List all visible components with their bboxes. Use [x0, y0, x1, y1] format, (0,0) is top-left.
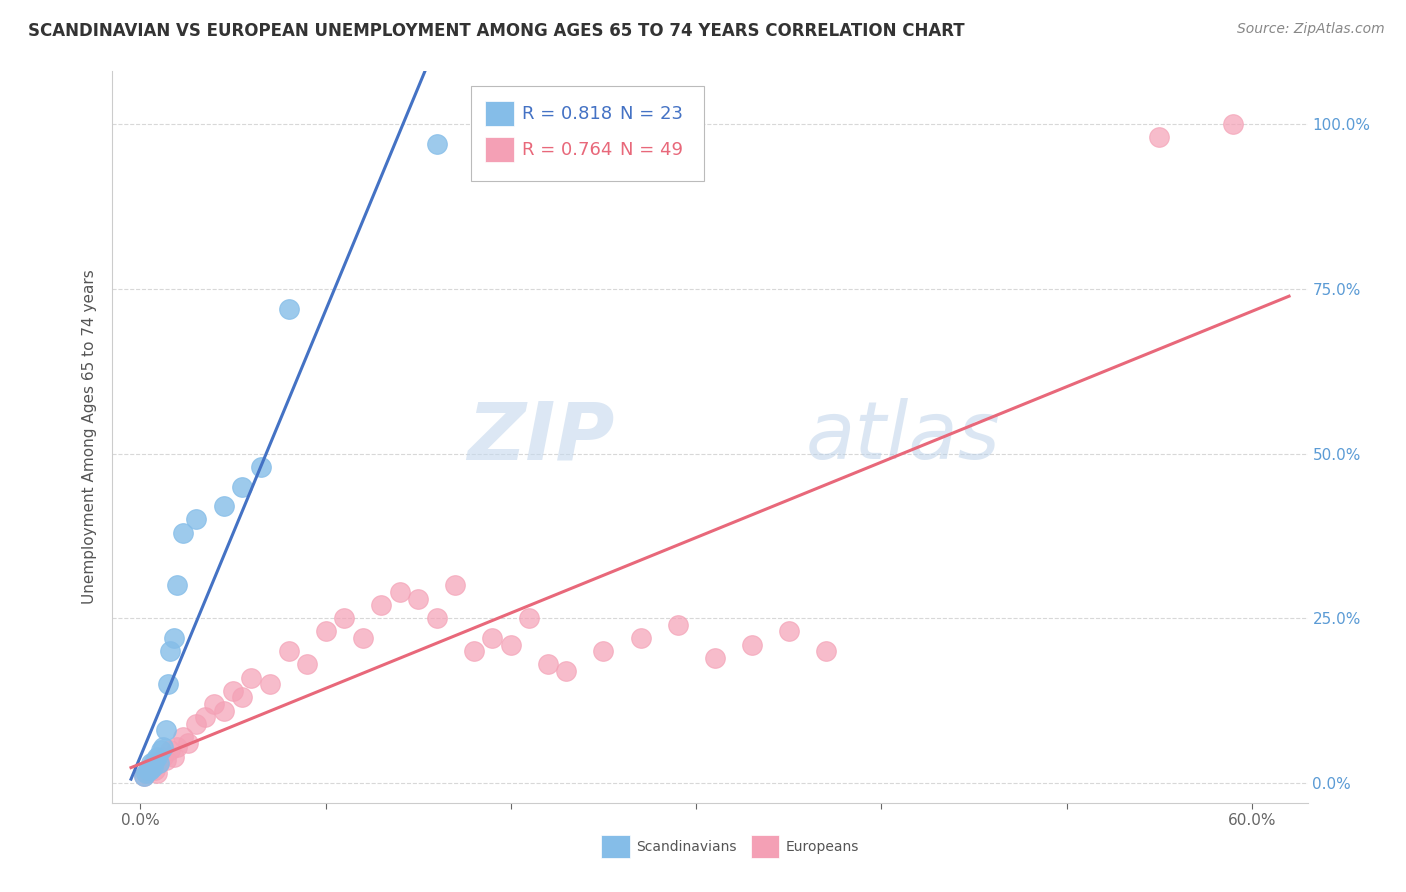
Point — [138, 763, 160, 777]
Point — [146, 766, 169, 780]
FancyBboxPatch shape — [751, 835, 779, 858]
Text: ZIP: ZIP — [467, 398, 614, 476]
Point — [555, 664, 578, 678]
Point — [388, 585, 411, 599]
Point — [212, 500, 235, 514]
Point — [143, 763, 166, 777]
Point — [315, 624, 337, 639]
Point — [222, 683, 245, 698]
Point — [1222, 117, 1244, 131]
Point — [295, 657, 318, 672]
Point — [592, 644, 614, 658]
Point — [778, 624, 800, 639]
Point — [231, 690, 253, 705]
Point — [136, 763, 159, 777]
Point — [155, 753, 177, 767]
Point — [370, 598, 392, 612]
Point — [202, 697, 225, 711]
Point — [703, 650, 725, 665]
Point — [138, 763, 160, 777]
Point — [184, 716, 207, 731]
Point — [166, 578, 188, 592]
Y-axis label: Unemployment Among Ages 65 to 74 years: Unemployment Among Ages 65 to 74 years — [82, 269, 97, 605]
Point — [352, 631, 374, 645]
Point — [277, 301, 299, 316]
Point — [135, 766, 157, 780]
Point — [135, 766, 157, 780]
Point — [444, 578, 467, 592]
Text: Source: ZipAtlas.com: Source: ZipAtlas.com — [1237, 22, 1385, 37]
Point — [146, 749, 169, 764]
FancyBboxPatch shape — [485, 137, 515, 162]
Point — [499, 638, 522, 652]
Point — [1149, 130, 1171, 145]
Point — [155, 723, 177, 738]
Point — [519, 611, 541, 625]
Point — [143, 753, 166, 767]
Point — [194, 710, 217, 724]
Point — [172, 730, 194, 744]
Point — [177, 737, 200, 751]
Point — [157, 677, 180, 691]
Point — [463, 644, 485, 658]
Point — [259, 677, 281, 691]
Point — [159, 644, 181, 658]
Point — [159, 743, 181, 757]
Point — [184, 512, 207, 526]
Point — [148, 756, 170, 771]
FancyBboxPatch shape — [485, 102, 515, 127]
Text: Scandinavians: Scandinavians — [636, 839, 737, 854]
Point — [162, 749, 184, 764]
Text: R = 0.764: R = 0.764 — [523, 141, 613, 159]
FancyBboxPatch shape — [602, 835, 630, 858]
Point — [537, 657, 560, 672]
Point — [249, 459, 271, 474]
Text: atlas: atlas — [806, 398, 1001, 476]
Point — [172, 525, 194, 540]
Point — [142, 759, 165, 773]
Point — [152, 739, 174, 754]
Point — [212, 704, 235, 718]
FancyBboxPatch shape — [471, 86, 704, 181]
Point — [426, 136, 449, 151]
Point — [814, 644, 837, 658]
Point — [152, 749, 174, 764]
Text: Europeans: Europeans — [786, 839, 859, 854]
Point — [666, 618, 689, 632]
Point — [132, 769, 155, 783]
Text: R = 0.818: R = 0.818 — [523, 104, 613, 123]
Point — [741, 638, 763, 652]
Point — [148, 756, 170, 771]
Point — [406, 591, 429, 606]
Point — [240, 671, 263, 685]
Point — [136, 763, 159, 777]
Point — [231, 479, 253, 493]
Point — [481, 631, 503, 645]
Text: N = 49: N = 49 — [620, 141, 683, 159]
Point — [162, 631, 184, 645]
Point — [142, 756, 165, 771]
Text: N = 23: N = 23 — [620, 104, 683, 123]
Point — [630, 631, 652, 645]
Point — [426, 611, 449, 625]
Point — [132, 769, 155, 783]
Text: SCANDINAVIAN VS EUROPEAN UNEMPLOYMENT AMONG AGES 65 TO 74 YEARS CORRELATION CHAR: SCANDINAVIAN VS EUROPEAN UNEMPLOYMENT AM… — [28, 22, 965, 40]
Point — [149, 743, 172, 757]
Point — [166, 739, 188, 754]
Point — [141, 756, 163, 771]
Point — [333, 611, 356, 625]
Point — [141, 759, 163, 773]
Point — [277, 644, 299, 658]
